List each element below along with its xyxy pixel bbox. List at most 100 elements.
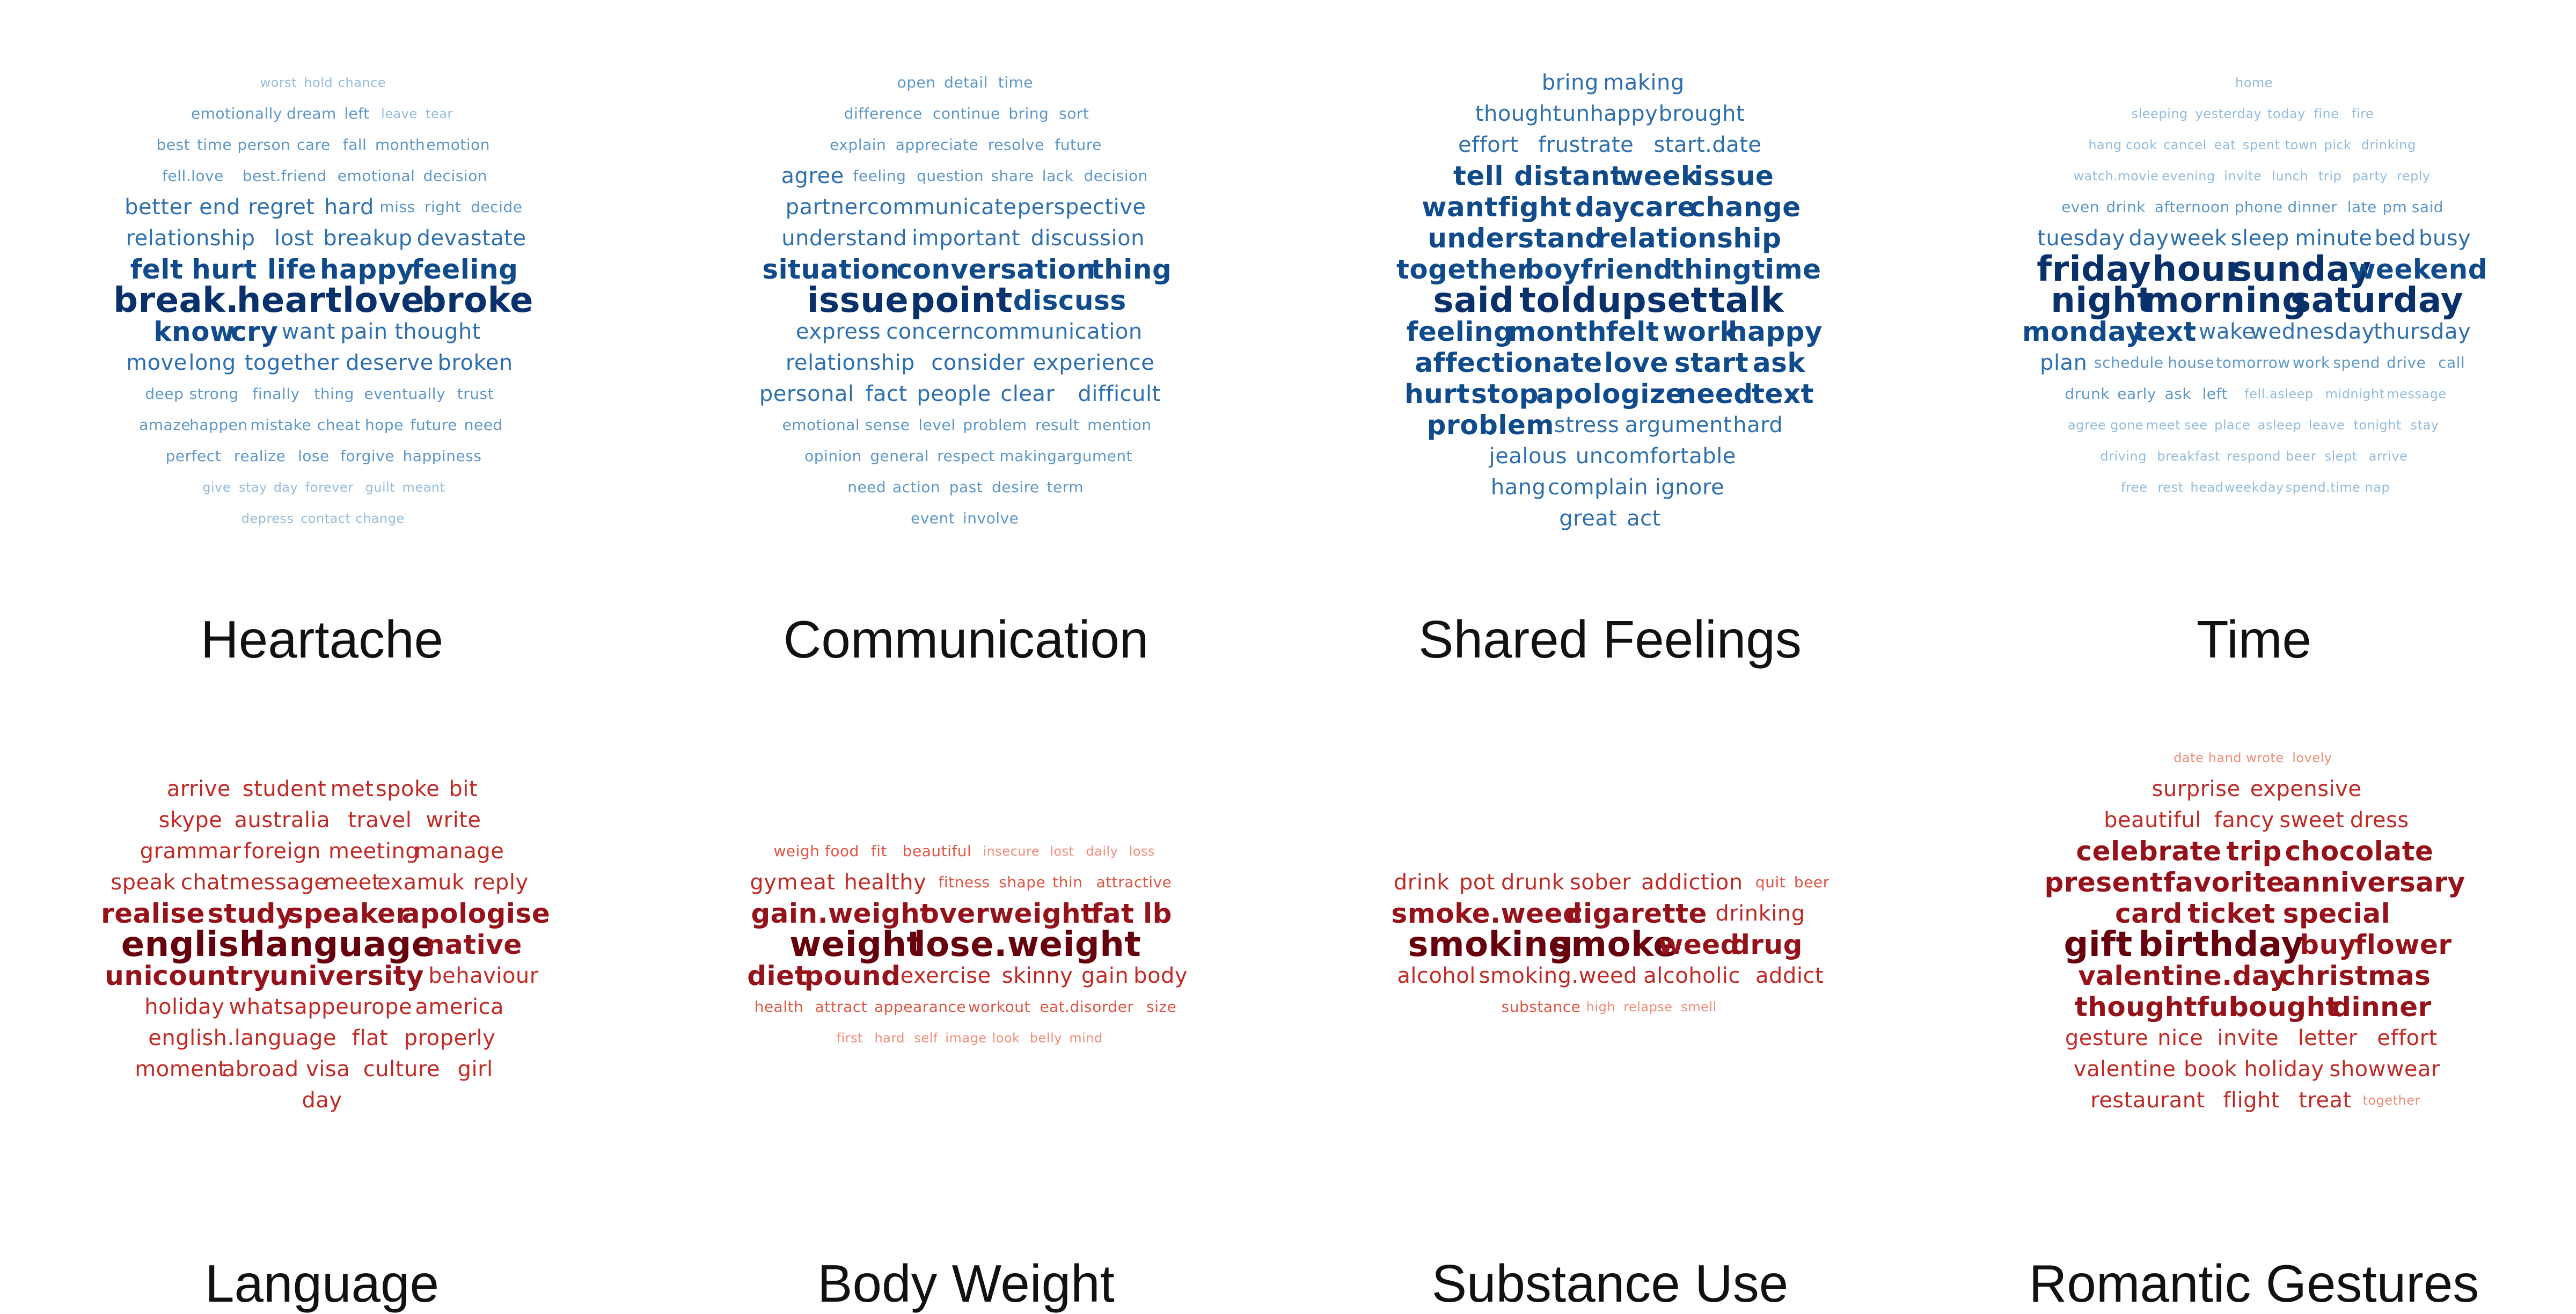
word-fell-asleep-39: fell.asleep xyxy=(2244,386,2314,402)
word-anniversary-11: anniversary xyxy=(2283,867,2465,898)
word-fell-love-36: fell.love xyxy=(162,167,224,185)
word-work-11: work xyxy=(1662,316,1738,347)
word-schedule-20: schedule xyxy=(2094,354,2164,371)
word-exam-15: exam xyxy=(377,870,438,895)
word-study-4: study xyxy=(207,898,294,929)
word-argument-35: argument xyxy=(1624,413,1732,437)
word-thursday-11: thursday xyxy=(2373,319,2471,344)
word-said-0: said xyxy=(1433,281,1514,320)
word-best-47: best xyxy=(156,136,191,154)
word-tear-63: tear xyxy=(426,106,453,121)
word-cloud-title-heartache: Heartache xyxy=(200,610,444,669)
word-realise-3: realise xyxy=(101,898,205,929)
word-free-77: free xyxy=(2121,480,2148,495)
word-want-19: want xyxy=(1422,192,1498,223)
word-hour-4: hour xyxy=(2152,250,2243,289)
word-respect-41: respect xyxy=(937,447,995,465)
word-cloud-panel-time: night morning saturday friday hour sunday week… xyxy=(1932,0,2576,669)
word-asleep-54: asleep xyxy=(2257,418,2302,433)
word-moment-33: moment xyxy=(135,1057,227,1082)
word-date-38: date xyxy=(2174,750,2204,765)
word-language-1: language xyxy=(253,925,435,965)
word-flower-3: flower xyxy=(2354,929,2452,960)
word-rest-78: rest xyxy=(2157,480,2184,495)
word-skype-29: skype xyxy=(158,808,223,833)
word-dream-60: dream xyxy=(286,105,336,122)
word-australia-30: australia xyxy=(234,808,331,833)
word-loss-32: loss xyxy=(1129,844,1155,859)
word-hurt-24: hurt xyxy=(1404,378,1470,410)
word-minute-16: minute xyxy=(2295,226,2373,251)
word-problem-33: problem xyxy=(1426,410,1555,441)
word-emotional-29: emotional xyxy=(782,416,860,434)
word-sense-30: sense xyxy=(865,416,910,434)
word-ignore-47: ignore xyxy=(1655,475,1725,500)
word-sleeping-72: sleeping xyxy=(2131,106,2188,121)
word-cloud-title-shared-feelings: Shared Feelings xyxy=(1418,610,1802,669)
word-chat-12: chat xyxy=(180,870,229,895)
word-sleep-15: sleep xyxy=(2230,226,2289,251)
word-cloud-title-language: Language xyxy=(204,1254,440,1313)
word-message-41: message xyxy=(2387,386,2447,402)
word-bring-46: bring xyxy=(1008,105,1049,122)
word-surprise-32: surprise xyxy=(2151,777,2241,801)
word-sober-14: sober xyxy=(1569,870,1631,895)
word-week-14: week xyxy=(2169,226,2227,251)
word-love-2: love xyxy=(342,281,425,320)
word-respond-68: respond xyxy=(2227,449,2281,464)
word-nice-19: nice xyxy=(2157,1026,2204,1050)
word-slept-70: slept xyxy=(2324,449,2358,464)
word-strong-31: strong xyxy=(189,385,239,403)
word-relationship-14: relationship xyxy=(126,226,255,251)
word-wear-31: wear xyxy=(2386,1057,2440,1082)
word-hold-71: hold xyxy=(304,75,333,90)
word-happy-7: happy xyxy=(319,254,415,285)
word-university-9: university xyxy=(269,960,425,991)
word-weekday-80: weekday xyxy=(2224,480,2284,495)
word-mistake-42: mistake xyxy=(250,416,312,434)
word-hang-58: hang xyxy=(2088,137,2122,152)
word-month-9: month xyxy=(1507,316,1607,347)
word-pain-12: pain xyxy=(340,319,388,344)
word-alcohol-7: alcohol xyxy=(1397,963,1476,988)
word-cloud-panel-substance-use: smoking smoke weed drug smoke.weed cigarette d… xyxy=(1288,644,1932,1313)
word-thin-17: thin xyxy=(1052,873,1083,891)
word-cloud-time: night morning saturday friday hour sunday week… xyxy=(1964,11,2544,590)
word-agree-23: agree xyxy=(781,164,844,188)
word-leave-55: leave xyxy=(2308,418,2345,433)
word-meet-51: meet xyxy=(2146,418,2181,433)
word-even-27: even xyxy=(2061,198,2099,216)
word-manage-25: manage xyxy=(415,839,504,864)
word-uni-7: uni xyxy=(105,960,153,991)
word-explain-35: explain xyxy=(830,136,887,154)
word-letter-21: letter xyxy=(2297,1026,2358,1050)
word-whatsapp-19: whatsapp xyxy=(229,995,335,1019)
word-regret-25: regret xyxy=(248,195,315,220)
word-care-22: care xyxy=(1629,192,1696,223)
word-month-52: month xyxy=(375,136,426,154)
word-text-8: text xyxy=(2134,316,2197,347)
word-eventually-34: eventually xyxy=(364,385,446,403)
word-feeling-8: feeling xyxy=(1406,316,1513,347)
word-mention-34: mention xyxy=(1087,416,1152,434)
word-understand-13: understand xyxy=(1428,223,1605,254)
word-past-50: past xyxy=(949,478,983,496)
word-boyfriend-5: boyfriend xyxy=(1524,254,1673,285)
word-holiday-18: holiday xyxy=(144,995,225,1019)
word-skinny-9: skinny xyxy=(1001,963,1073,988)
word-wrote-40: wrote xyxy=(2246,750,2284,765)
word-better-23: better xyxy=(125,195,192,220)
word-need-46: need xyxy=(464,416,503,434)
word-speak-11: speak xyxy=(111,870,176,895)
word-dress-26: dress xyxy=(2350,808,2409,833)
word-chance-72: chance xyxy=(338,75,386,90)
word-meet-14: meet xyxy=(324,870,380,895)
word-gift-0: gift xyxy=(2063,925,2133,965)
word-pound-7: pound xyxy=(804,960,901,991)
word-english-0: english xyxy=(121,925,264,965)
word-driving-66: driving xyxy=(2100,449,2147,464)
word-important-10: important xyxy=(911,226,1021,251)
word-gain-weight-2: gain.weight xyxy=(751,898,933,929)
word-stay-57: stay xyxy=(2410,418,2439,433)
word-cigarette-5: cigarette xyxy=(1567,898,1707,929)
